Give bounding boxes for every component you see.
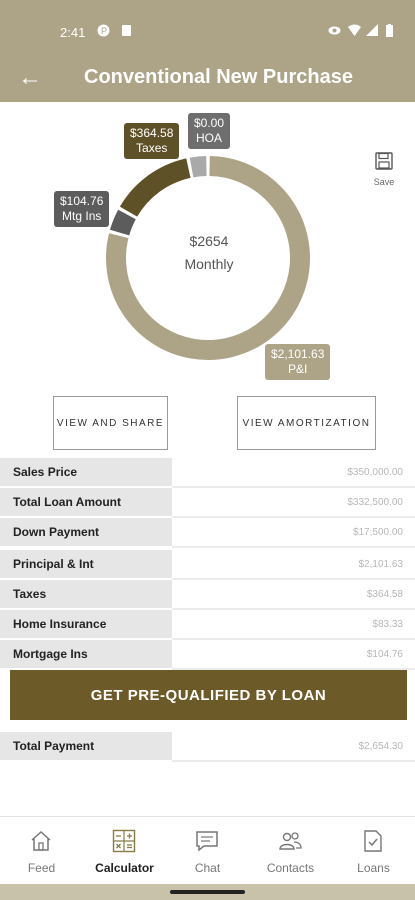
nav-loans-label: Loans bbox=[357, 861, 390, 875]
row-value: $2,101.63 bbox=[172, 550, 415, 580]
total-payment-value: $2,654.30 bbox=[172, 732, 415, 762]
app-notification-icon: P bbox=[97, 24, 110, 37]
back-arrow-icon[interactable]: ← bbox=[18, 64, 42, 91]
loan-summary-table: Sales Price $350,000.00 Total Loan Amoun… bbox=[0, 458, 415, 548]
contacts-icon bbox=[279, 832, 302, 850]
payment-donut-chart bbox=[106, 156, 310, 360]
hoa-callout: $0.00 HOA bbox=[188, 113, 231, 149]
calculator-icon bbox=[112, 829, 136, 853]
taxes-callout-label: Taxes bbox=[136, 141, 168, 155]
battery-icon bbox=[386, 24, 393, 37]
donut-slice-home-insurance bbox=[189, 156, 207, 178]
row-value: $83.33 bbox=[172, 609, 415, 640]
hoa-callout-label: HOA bbox=[196, 131, 223, 145]
row-value: $350,000.00 bbox=[172, 458, 415, 488]
nav-calculator-label: Calculator bbox=[95, 861, 154, 875]
save-label: Save bbox=[373, 177, 395, 187]
wifi-icon bbox=[348, 24, 361, 36]
nav-calculator[interactable]: Calculator bbox=[83, 817, 166, 885]
row-label: Total Loan Amount bbox=[0, 487, 172, 518]
row-label: Mortgage Ins bbox=[0, 639, 172, 670]
signal-icon bbox=[366, 24, 378, 36]
table-row: Total Payment $2,654.30 bbox=[0, 732, 415, 762]
table-row: Total Loan Amount $332,500.00 bbox=[0, 487, 415, 518]
sim-notification-icon bbox=[122, 25, 131, 36]
app-bar: ← Conventional New Purchase bbox=[0, 58, 415, 102]
pi-callout-label: P&I bbox=[288, 362, 308, 376]
table-row: Home Insurance $83.33 bbox=[0, 609, 415, 640]
chart-center-value: $2654 bbox=[189, 233, 229, 249]
row-value: $364.58 bbox=[172, 579, 415, 610]
row-label: Down Payment bbox=[0, 517, 172, 548]
donut-slice-p-i bbox=[106, 156, 310, 360]
home-icon bbox=[31, 830, 51, 851]
donut-slice-mtg-ins bbox=[109, 209, 136, 236]
table-row: Sales Price $350,000.00 bbox=[0, 458, 415, 488]
page-title: Conventional New Purchase bbox=[84, 66, 353, 88]
payment-chart: $2654 Monthly $364.58 Taxes $0.00 HOA $1… bbox=[0, 102, 415, 392]
row-label: Taxes bbox=[0, 579, 172, 610]
row-label: Home Insurance bbox=[0, 609, 172, 640]
table-row: Taxes $364.58 bbox=[0, 579, 415, 610]
bottom-navigation: Feed Calculator Chat bbox=[0, 816, 415, 885]
table-row: Principal & Int $2,101.63 bbox=[0, 550, 415, 580]
status-time: 2:41 bbox=[60, 25, 86, 40]
home-indicator[interactable] bbox=[170, 890, 245, 894]
status-bar: 2:41 P bbox=[0, 0, 415, 58]
system-home-bar bbox=[0, 884, 415, 900]
nav-feed[interactable]: Feed bbox=[0, 817, 83, 885]
row-value: $104.76 bbox=[172, 639, 415, 670]
table-row: Down Payment $17,500.00 bbox=[0, 517, 415, 548]
nav-chat-label: Chat bbox=[194, 861, 221, 875]
document-check-icon bbox=[364, 830, 382, 852]
nav-contacts[interactable]: Contacts bbox=[249, 817, 332, 885]
get-prequalified-button[interactable]: GET PRE-QUALIFIED BY LOAN bbox=[10, 670, 407, 720]
nav-chat[interactable]: Chat bbox=[166, 817, 249, 885]
pi-callout: $2,101.63 P&I bbox=[265, 344, 331, 380]
chart-center-label: Monthly bbox=[184, 256, 234, 272]
row-label: Principal & Int bbox=[0, 550, 172, 580]
save-button[interactable]: Save bbox=[369, 152, 399, 187]
total-table: Total Payment $2,654.30 bbox=[0, 732, 415, 762]
row-value: $17,500.00 bbox=[172, 517, 415, 548]
chat-icon bbox=[196, 831, 218, 852]
mtg-ins-callout-value: $104.76 bbox=[60, 194, 104, 208]
svg-text:P: P bbox=[101, 26, 107, 36]
table-row: Mortgage Ins $104.76 bbox=[0, 639, 415, 670]
taxes-callout: $364.58 Taxes bbox=[124, 123, 180, 159]
nav-loans[interactable]: Loans bbox=[332, 817, 415, 885]
row-label: Sales Price bbox=[0, 458, 172, 488]
mtg-ins-callout: $104.76 Mtg Ins bbox=[54, 191, 110, 227]
taxes-callout-value: $364.58 bbox=[130, 126, 174, 140]
view-amortization-button[interactable]: VIEW AMORTIZATION bbox=[237, 396, 376, 450]
eye-status-icon bbox=[328, 26, 341, 35]
donut-slice-taxes bbox=[119, 158, 191, 217]
hoa-callout-value: $0.00 bbox=[194, 116, 225, 130]
view-and-share-button[interactable]: VIEW AND SHARE bbox=[53, 396, 168, 450]
nav-contacts-label: Contacts bbox=[266, 861, 315, 875]
nav-feed-label: Feed bbox=[27, 861, 56, 875]
pi-callout-value: $2,101.63 bbox=[271, 347, 325, 361]
payment-breakdown-table: Principal & Int $2,101.63 Taxes $364.58 … bbox=[0, 550, 415, 670]
floppy-disk-icon bbox=[375, 152, 393, 170]
total-payment-label: Total Payment bbox=[0, 732, 172, 762]
row-value: $332,500.00 bbox=[172, 487, 415, 518]
mtg-ins-callout-label: Mtg Ins bbox=[62, 209, 102, 223]
